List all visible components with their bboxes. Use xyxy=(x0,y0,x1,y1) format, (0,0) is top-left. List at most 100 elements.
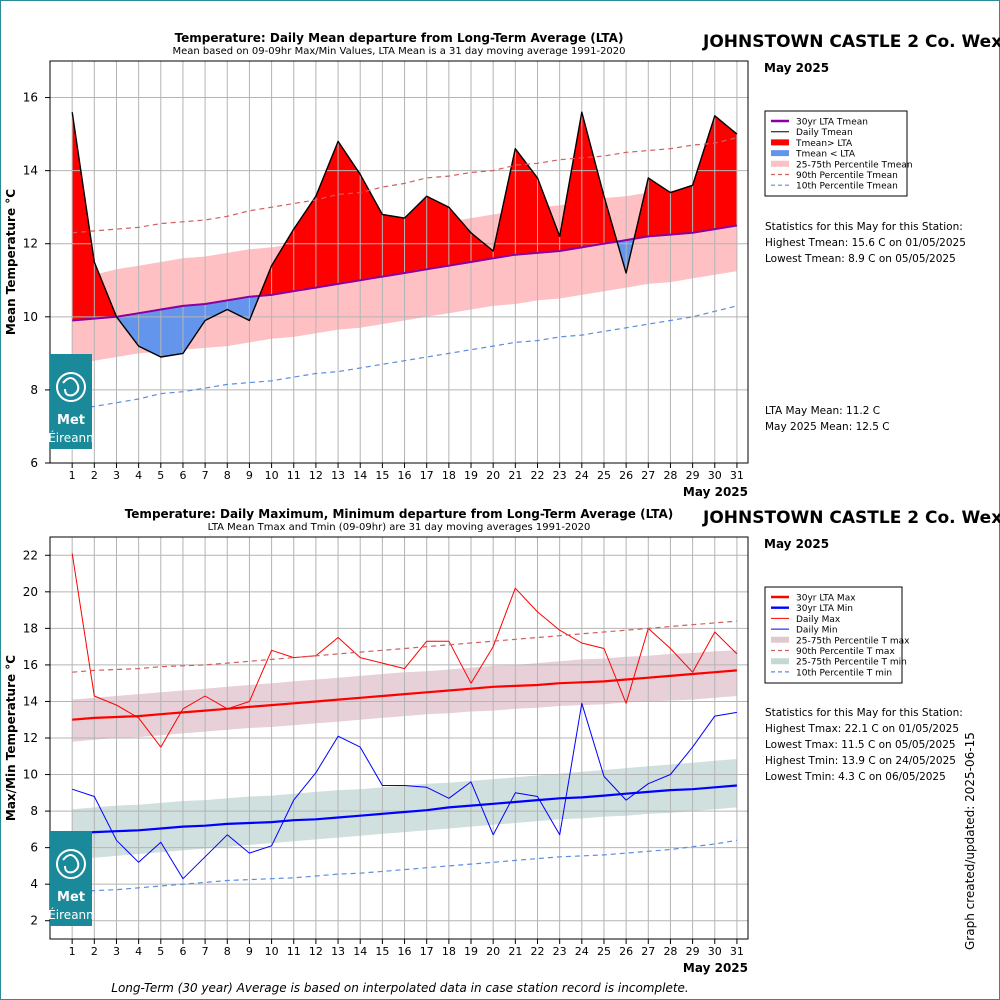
departure-above-lta xyxy=(670,185,693,235)
summary-line: May 2025 Mean: 12.5 C xyxy=(765,421,890,433)
y-axis-label: Mean Temperature °C xyxy=(4,189,18,335)
legend-box xyxy=(764,586,903,684)
x-tick-label: 9 xyxy=(246,469,253,482)
y-tick-label: 6 xyxy=(30,456,38,470)
x-tick-label: 24 xyxy=(575,469,589,482)
x-tick-label: 27 xyxy=(641,469,655,482)
x-tick-label: 3 xyxy=(113,945,120,958)
plot-layer xyxy=(50,61,748,463)
x-tick-label: 26 xyxy=(619,469,633,482)
mean-temp-chart: Temperature: Daily Mean departure from L… xyxy=(4,31,1000,499)
x-tick-label: 1 xyxy=(69,469,76,482)
y-tick-label: 12 xyxy=(23,237,38,251)
maxmin-temp-chart: Temperature: Daily Maximum, Minimum depa… xyxy=(4,507,1000,975)
logo-text-eireann: Éireann xyxy=(48,430,94,445)
y-tick-label: 12 xyxy=(23,731,38,745)
x-tick-label: 6 xyxy=(179,945,186,958)
series-line xyxy=(72,305,738,411)
x-tick-label: 1 xyxy=(69,945,76,958)
chart-title: Temperature: Daily Mean departure from L… xyxy=(175,31,624,45)
x-tick-label: 5 xyxy=(157,469,164,482)
chart-subtitle: LTA Mean Tmax and Tmin (09-09hr) are 31 … xyxy=(208,522,591,533)
legend-label: 10th Percentile Tmean xyxy=(796,182,898,192)
x-tick-label: 14 xyxy=(353,469,367,482)
x-tick-label: 25 xyxy=(597,945,611,958)
summary-line: LTA May Mean: 11.2 C xyxy=(765,405,880,417)
x-tick-label: 29 xyxy=(686,945,700,958)
series-line xyxy=(72,137,738,234)
y-tick-label: 20 xyxy=(23,585,38,599)
x-tick-label: 8 xyxy=(224,469,231,482)
stats-heading: Statistics for this May for this Station… xyxy=(765,707,963,719)
x-tick-label: 30 xyxy=(708,469,722,482)
logo-swirl-icon xyxy=(56,849,86,879)
x-tick-label: 5 xyxy=(157,945,164,958)
logo-text-eireann: Éireann xyxy=(48,907,94,922)
x-tick-label: 11 xyxy=(287,469,301,482)
x-tick-label: 10 xyxy=(265,469,279,482)
x-tick-label: 21 xyxy=(508,469,522,482)
legend-label: 30yr LTA Max xyxy=(796,594,856,604)
departure-above-lta xyxy=(315,141,339,288)
x-tick-label: 9 xyxy=(246,945,253,958)
stats-line: Lowest Tmin: 4.3 C on 06/05/2025 xyxy=(765,771,946,783)
x-tick-label: 17 xyxy=(420,469,434,482)
departure-above-lta xyxy=(426,196,449,270)
updated-note: Graph created/updated: 2025-06-15 xyxy=(963,732,977,950)
departure-below-lta xyxy=(205,300,228,321)
series-line xyxy=(72,839,737,893)
x-tick-label: 18 xyxy=(442,945,456,958)
x-tick-label: 19 xyxy=(464,945,478,958)
x-tick-label: 10 xyxy=(265,945,279,958)
x-tick-label: 11 xyxy=(287,945,301,958)
plot-frame xyxy=(49,60,749,464)
y-tick-label: 14 xyxy=(23,164,38,178)
x-tick-label: 22 xyxy=(530,469,544,482)
series-line xyxy=(71,553,738,748)
logo-swirl-inner-icon xyxy=(62,377,80,397)
departure-above-lta xyxy=(72,112,95,321)
x-tick-label: 28 xyxy=(663,469,677,482)
chart-title: Temperature: Daily Maximum, Minimum depa… xyxy=(125,507,674,521)
x-tick-label: 14 xyxy=(353,945,367,958)
y-tick-label: 10 xyxy=(23,768,38,782)
station-name: JOHNSTOWN CASTLE 2 Co. Wexford xyxy=(702,32,1000,52)
x-tick-label: 20 xyxy=(486,945,500,958)
y-tick-label: 2 xyxy=(30,914,38,928)
departure-below-lta xyxy=(138,309,161,357)
x-tick-label: 16 xyxy=(398,945,412,958)
met-eireann-logo: Met Éireann xyxy=(48,354,94,449)
series-line xyxy=(72,669,737,721)
y-tick-label: 16 xyxy=(23,91,38,105)
x-tick-label: 21 xyxy=(508,945,522,958)
x-tick-label: 18 xyxy=(442,469,456,482)
departure-above-lta xyxy=(515,148,538,255)
departure-above-lta xyxy=(537,177,560,253)
y-tick-label: 14 xyxy=(23,694,38,708)
departure-below-lta xyxy=(160,305,183,357)
y-tick-label: 16 xyxy=(23,658,38,672)
stats-line: Highest Tmin: 13.9 C on 24/05/2025 xyxy=(765,755,956,767)
departure-above-lta xyxy=(648,177,671,237)
station-name: JOHNSTOWN CASTLE 2 Co. Wexford xyxy=(702,508,1000,528)
series-line xyxy=(72,702,737,880)
x-tick-label: 12 xyxy=(309,469,323,482)
departure-above-lta xyxy=(714,115,737,230)
x-tick-label: 7 xyxy=(202,945,209,958)
departure-above-lta xyxy=(692,115,715,233)
departure-above-lta xyxy=(271,229,294,295)
departure-below-lta xyxy=(227,296,250,321)
legend-label: Daily Min xyxy=(796,626,838,636)
x-tick-label: 25 xyxy=(597,469,611,482)
x-tick-label: 13 xyxy=(331,469,345,482)
x-tick-label: 20 xyxy=(486,469,500,482)
x-tick-label: 26 xyxy=(619,945,633,958)
x-tick-label: 8 xyxy=(224,945,231,958)
departure-above-lta xyxy=(581,112,604,248)
logo-swirl-icon xyxy=(56,372,86,402)
x-tick-label: 16 xyxy=(398,469,412,482)
logo-swirl-inner-icon xyxy=(62,854,80,874)
x-tick-label: 28 xyxy=(663,945,677,958)
legend-label: 30yr LTA Tmean xyxy=(796,118,868,128)
